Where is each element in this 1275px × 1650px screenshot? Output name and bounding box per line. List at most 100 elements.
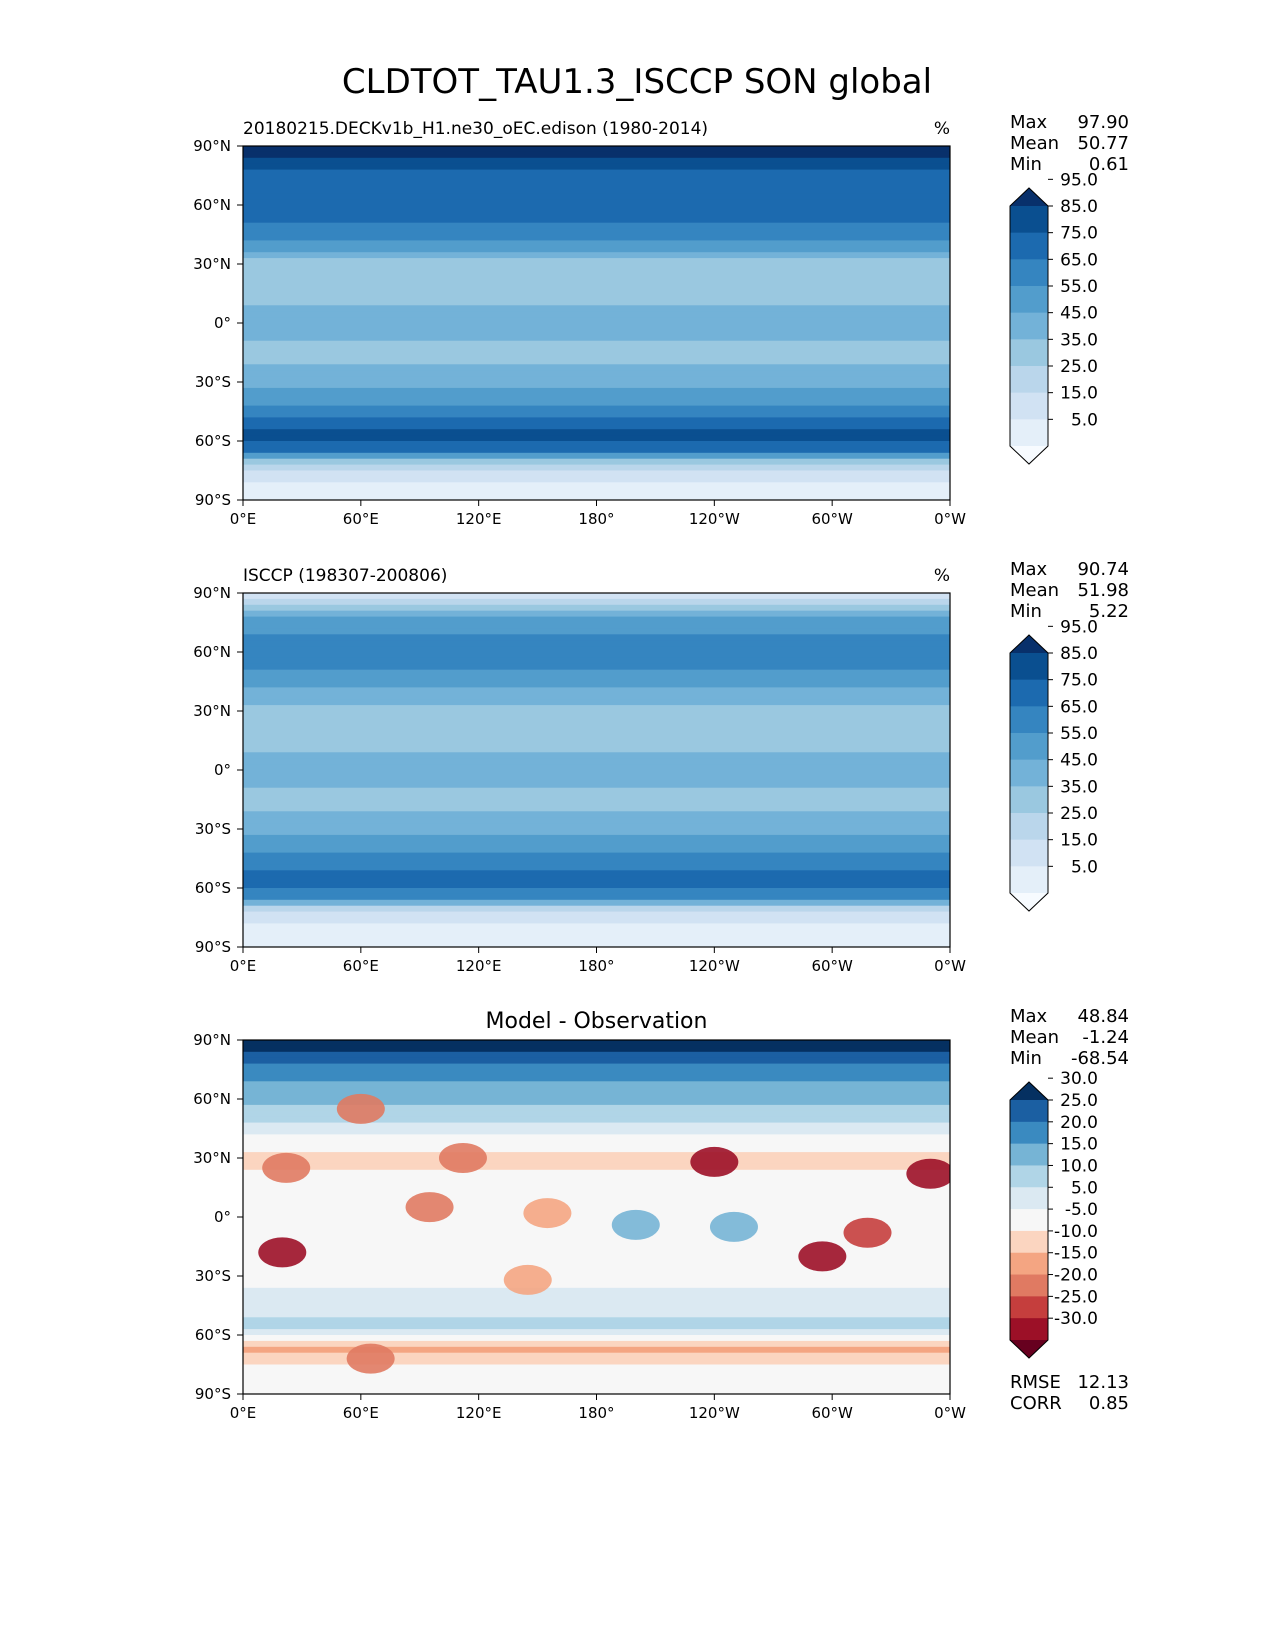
field-band	[243, 823, 950, 830]
colorbar-segment	[1010, 232, 1048, 260]
field-band	[243, 888, 950, 895]
field-band	[243, 663, 950, 671]
field-band	[243, 328, 950, 336]
stat-label: Max	[1010, 112, 1048, 133]
field-band	[243, 423, 950, 430]
field-band	[243, 193, 950, 200]
colorbar-segment	[1010, 653, 1048, 681]
field-band	[243, 711, 950, 718]
colorbar-outline	[1009, 187, 1049, 465]
y-tick-label: 90°S	[195, 491, 231, 509]
field-band	[243, 199, 950, 206]
field-band	[243, 1329, 950, 1336]
field-band	[243, 1305, 950, 1312]
field-band	[243, 151, 950, 159]
field-band	[243, 1240, 950, 1248]
field-band	[243, 429, 950, 436]
field-band	[243, 181, 950, 188]
x-tick-label: 180°	[578, 510, 614, 528]
x-tick-label: 120°W	[689, 510, 740, 528]
field-band	[243, 393, 950, 401]
field-band	[243, 464, 950, 472]
field-band	[243, 622, 950, 629]
field-band	[243, 446, 950, 454]
field-band	[243, 811, 950, 818]
colorbar-tick-label: 10.0	[1060, 1156, 1098, 1176]
field-band	[243, 258, 950, 265]
field-band	[243, 787, 950, 795]
colorbar-segment	[1010, 259, 1048, 287]
field-band	[243, 941, 950, 947]
field-band	[243, 1311, 950, 1318]
field-band	[243, 352, 950, 359]
stat-value: 97.90	[1077, 112, 1129, 133]
field-band	[243, 346, 950, 354]
x-tick-label: 60°E	[343, 957, 379, 975]
field-band	[243, 187, 950, 194]
colorbar-tick-label: 5.0	[1071, 857, 1098, 877]
colorbar-segment	[1010, 1100, 1048, 1123]
x-tick-label: 120°W	[689, 1404, 740, 1422]
field-band	[243, 1228, 950, 1236]
field-band	[243, 488, 950, 495]
field-band	[243, 1205, 950, 1212]
extra-stat-label: RMSE	[1010, 1372, 1061, 1393]
y-tick-label: 30°S	[195, 1267, 231, 1285]
colorbar-extend-bottom	[1010, 446, 1048, 464]
colorbar-segment	[1010, 1230, 1048, 1254]
field-band	[243, 281, 950, 289]
field-band	[243, 1087, 950, 1094]
colorbar-tick-label: 65.0	[1060, 697, 1098, 717]
field-band	[243, 876, 950, 883]
colorbar-segment	[1010, 786, 1048, 814]
field-band	[243, 770, 950, 777]
extra-stat-value: 12.13	[1077, 1372, 1129, 1393]
field-band	[243, 882, 950, 889]
field-band	[243, 157, 950, 165]
field-band	[243, 1134, 950, 1141]
colorbar-extend-bottom	[1010, 893, 1048, 911]
anomaly-blob	[405, 1192, 454, 1223]
field-band	[243, 870, 950, 877]
field-band	[243, 382, 950, 389]
y-tick-label: 60°S	[195, 432, 231, 450]
anomaly-blob	[438, 1143, 487, 1173]
field-band	[243, 604, 950, 612]
field-band	[243, 376, 950, 383]
y-tick-label: 90°N	[193, 584, 231, 602]
x-tick-label: 60°W	[811, 1404, 853, 1422]
field-band	[243, 1323, 950, 1330]
y-tick-label: 30°N	[193, 702, 231, 720]
colorbar-segment	[1010, 1252, 1048, 1276]
x-tick-label: 60°E	[343, 510, 379, 528]
field-band	[243, 1045, 950, 1053]
panel-title: Model - Observation	[486, 1009, 708, 1034]
field-band	[243, 1063, 950, 1071]
field-band	[243, 1281, 950, 1289]
field-band	[243, 799, 950, 806]
colorbar-segment	[1010, 312, 1048, 340]
x-tick-label: 0°E	[230, 1404, 257, 1422]
field-band	[243, 675, 950, 683]
field-band	[243, 441, 950, 448]
field-band	[243, 929, 950, 936]
field-band	[243, 911, 950, 919]
field-band	[243, 405, 950, 413]
field-band	[243, 1128, 950, 1135]
colorbar-segment	[1010, 866, 1048, 894]
field-band	[243, 775, 950, 783]
field-band	[243, 829, 950, 836]
colorbar-tick-label: -10.0	[1054, 1222, 1098, 1242]
field-band	[243, 1081, 950, 1088]
y-tick-label: 30°N	[193, 1149, 231, 1167]
colorbar-tick-label: 65.0	[1060, 250, 1098, 270]
panel-observation: 90°N 60°N 30°N 0° 30°S 60°S 90°S0°E 60°E 120°E 18…	[193, 559, 1129, 975]
field-band	[243, 299, 950, 306]
field-band	[243, 269, 950, 277]
field-band	[243, 840, 950, 848]
colorbar-tick-label: 25.0	[1060, 357, 1098, 377]
colorbar-segment	[1010, 366, 1048, 394]
field-band	[243, 399, 950, 407]
field-band	[243, 370, 950, 377]
field-band	[243, 1358, 950, 1366]
